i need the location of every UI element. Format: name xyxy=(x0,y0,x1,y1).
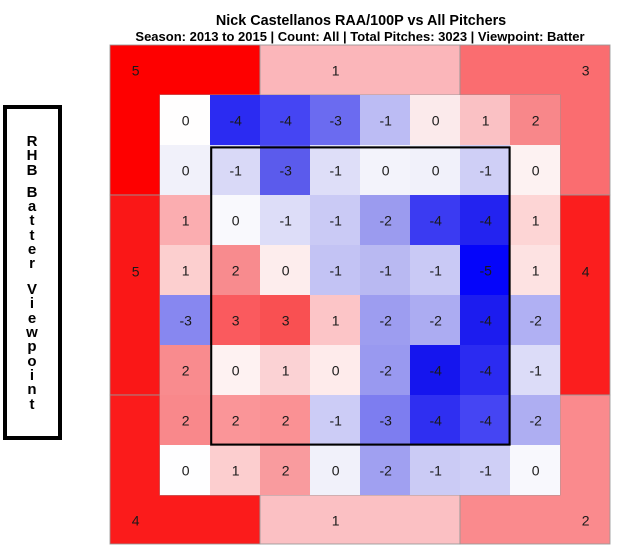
svg-text:-2: -2 xyxy=(379,362,392,378)
svg-text:-3: -3 xyxy=(329,112,342,128)
svg-text:-3: -3 xyxy=(379,412,392,428)
svg-text:-1: -1 xyxy=(329,262,342,278)
svg-text:-4: -4 xyxy=(429,362,442,378)
svg-text:-1: -1 xyxy=(429,262,442,278)
svg-text:-1: -1 xyxy=(279,212,292,228)
svg-text:-4: -4 xyxy=(279,112,292,128)
svg-text:2: 2 xyxy=(282,412,290,428)
svg-text:-4: -4 xyxy=(479,312,492,328)
svg-text:1: 1 xyxy=(332,312,340,328)
svg-text:0: 0 xyxy=(532,462,540,478)
svg-text:-2: -2 xyxy=(379,212,392,228)
svg-text:-1: -1 xyxy=(379,262,392,278)
svg-text:0: 0 xyxy=(232,362,240,378)
svg-text:1: 1 xyxy=(332,512,340,528)
svg-text:-4: -4 xyxy=(479,362,492,378)
svg-text:2: 2 xyxy=(232,412,240,428)
svg-text:-2: -2 xyxy=(379,312,392,328)
svg-text:-2: -2 xyxy=(529,312,542,328)
svg-text:-4: -4 xyxy=(479,212,492,228)
svg-text:1: 1 xyxy=(282,362,290,378)
svg-text:2: 2 xyxy=(182,412,190,428)
svg-text:2: 2 xyxy=(532,112,540,128)
svg-text:0: 0 xyxy=(332,362,340,378)
svg-text:-3: -3 xyxy=(279,162,292,178)
svg-text:-5: -5 xyxy=(479,262,492,278)
svg-text:-1: -1 xyxy=(529,362,542,378)
svg-text:2: 2 xyxy=(182,362,190,378)
svg-text:5: 5 xyxy=(132,263,140,279)
svg-text:1: 1 xyxy=(232,462,240,478)
svg-text:-4: -4 xyxy=(429,412,442,428)
svg-text:3: 3 xyxy=(282,312,290,328)
svg-text:3: 3 xyxy=(582,62,590,78)
svg-text:-1: -1 xyxy=(479,162,492,178)
svg-text:2: 2 xyxy=(282,462,290,478)
svg-text:4: 4 xyxy=(582,263,590,279)
svg-text:-1: -1 xyxy=(329,212,342,228)
svg-text:1: 1 xyxy=(182,212,190,228)
svg-text:1: 1 xyxy=(482,112,490,128)
svg-text:-1: -1 xyxy=(329,162,342,178)
svg-text:-4: -4 xyxy=(479,412,492,428)
svg-text:0: 0 xyxy=(182,462,190,478)
svg-text:-4: -4 xyxy=(429,212,442,228)
svg-text:4: 4 xyxy=(132,512,140,528)
svg-text:-1: -1 xyxy=(479,462,492,478)
svg-text:0: 0 xyxy=(432,112,440,128)
svg-text:0: 0 xyxy=(282,262,290,278)
svg-text:-4: -4 xyxy=(229,112,242,128)
svg-text:-1: -1 xyxy=(329,412,342,428)
svg-text:1: 1 xyxy=(532,262,540,278)
svg-text:0: 0 xyxy=(432,162,440,178)
svg-text:-1: -1 xyxy=(429,462,442,478)
svg-text:-1: -1 xyxy=(379,112,392,128)
svg-text:1: 1 xyxy=(532,212,540,228)
svg-text:5: 5 xyxy=(132,62,140,78)
svg-text:2: 2 xyxy=(232,262,240,278)
svg-text:3: 3 xyxy=(232,312,240,328)
svg-text:1: 1 xyxy=(332,62,340,78)
svg-text:0: 0 xyxy=(232,212,240,228)
svg-text:-1: -1 xyxy=(229,162,242,178)
svg-text:-2: -2 xyxy=(529,412,542,428)
svg-text:0: 0 xyxy=(532,162,540,178)
svg-text:2: 2 xyxy=(582,512,590,528)
svg-text:-3: -3 xyxy=(179,312,192,328)
svg-text:-2: -2 xyxy=(429,312,442,328)
svg-text:0: 0 xyxy=(332,462,340,478)
svg-text:-2: -2 xyxy=(379,462,392,478)
svg-text:0: 0 xyxy=(182,162,190,178)
svg-text:0: 0 xyxy=(382,162,390,178)
svg-text:1: 1 xyxy=(182,262,190,278)
svg-text:0: 0 xyxy=(182,112,190,128)
